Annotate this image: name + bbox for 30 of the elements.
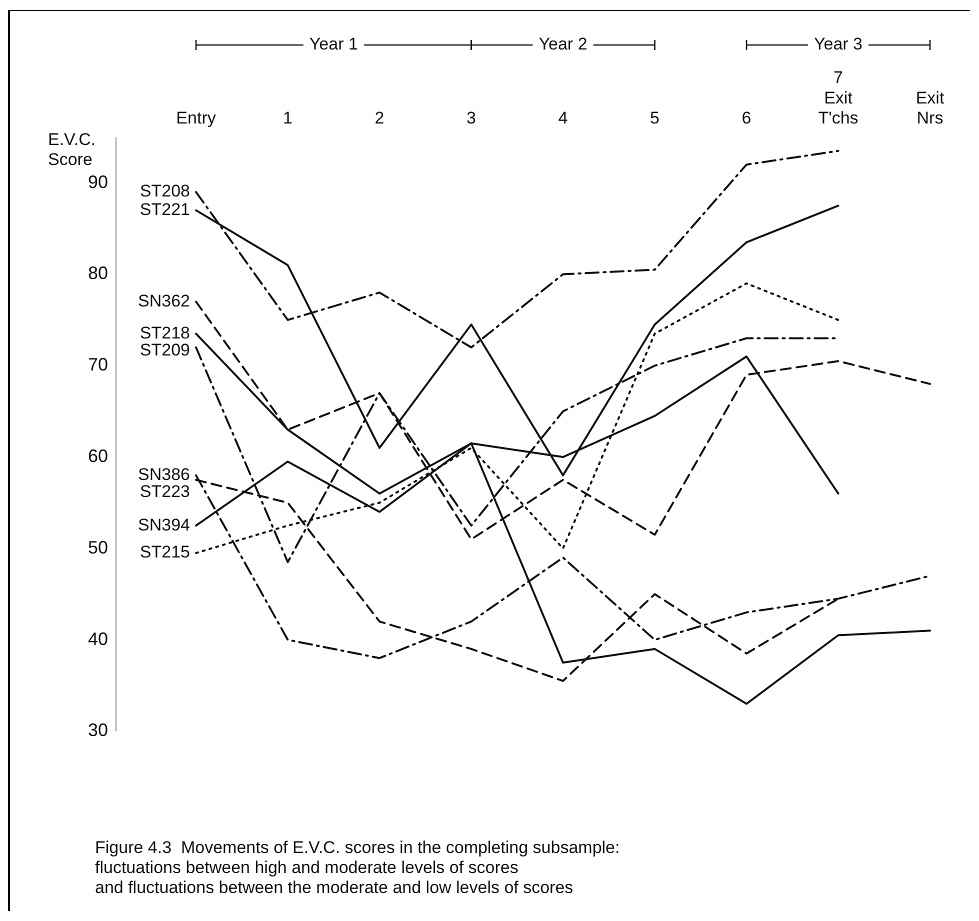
series-label: SN362 [138,291,190,310]
text: Year 1 [309,34,358,54]
y-tick-label: 60 [88,446,108,466]
series-label: SN386 [138,465,190,484]
x-tick-label: Entry [176,108,216,128]
y-axis-title: E.V.C. Score [48,130,96,170]
series-label: ST223 [140,482,190,502]
series-label: ST218 [140,323,190,342]
x-tick-label: 1 [283,108,293,128]
x-tick-label: 7 Exit T'chs [818,68,858,128]
x-tick-label: 6 [742,108,752,128]
x-tick-label: Exit Nrs [916,88,944,128]
x-tick-label: 3 [466,108,476,128]
series-label: ST215 [140,542,190,562]
caption: Figure 4.3 Movements of E.V.C. scores in the completing subsample: fluctuations between high and moderate levels of scores and fluctuations between the moderate and low levels of scores [95,838,620,898]
y-tick-label: 30 [88,720,108,740]
text: Year 3 [814,34,863,54]
series-label: SN394 [138,515,190,534]
y-tick-label: 50 [88,537,108,558]
text: Year 2 [538,34,588,54]
y-tick-label: 80 [88,263,108,284]
x-tick-label: 4 [558,108,568,128]
series-label: ST208 [140,182,190,201]
x-tick-label: 5 [650,108,660,128]
y-tick-label: 70 [88,354,108,375]
y-tick-label: 90 [88,172,108,192]
y-tick-label: 40 [88,628,108,649]
x-tick-label: 2 [374,108,384,128]
series-label: ST221 [140,200,190,219]
series-label: ST209 [140,340,190,360]
